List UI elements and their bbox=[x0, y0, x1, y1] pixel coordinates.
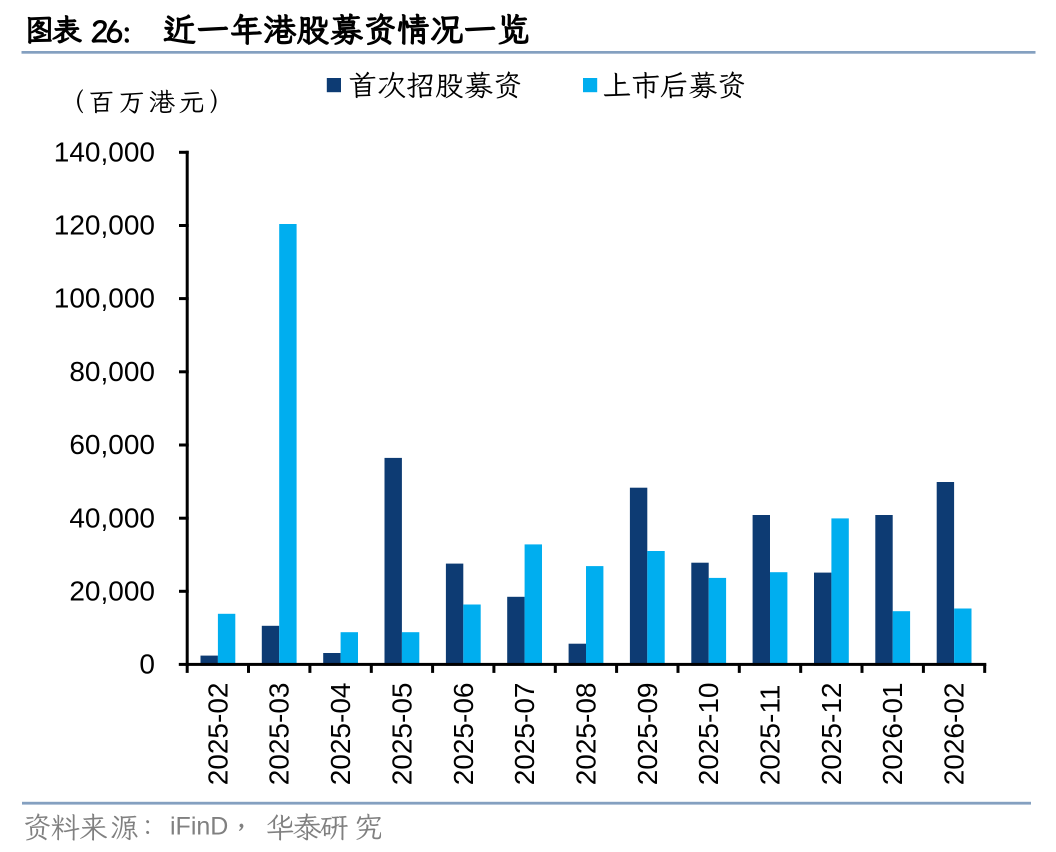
svg-text:140,000: 140,000 bbox=[54, 136, 155, 167]
svg-text:0: 0 bbox=[139, 649, 155, 680]
svg-text:2025-09: 2025-09 bbox=[632, 683, 663, 786]
svg-text:2025-07: 2025-07 bbox=[509, 683, 540, 786]
svg-text:2025-04: 2025-04 bbox=[325, 683, 356, 786]
svg-text:2025-02: 2025-02 bbox=[202, 683, 233, 786]
svg-text:2025-10: 2025-10 bbox=[693, 683, 724, 786]
svg-text:20,000: 20,000 bbox=[69, 575, 155, 606]
svg-text:80,000: 80,000 bbox=[69, 356, 155, 387]
svg-text:2026-02: 2026-02 bbox=[939, 683, 970, 786]
svg-text:iFinD: iFinD bbox=[170, 813, 228, 841]
svg-text:2026-01: 2026-01 bbox=[877, 683, 908, 786]
svg-text:2025-11: 2025-11 bbox=[755, 685, 786, 786]
svg-text:60,000: 60,000 bbox=[69, 429, 155, 460]
svg-text:40,000: 40,000 bbox=[69, 502, 155, 533]
svg-text:100,000: 100,000 bbox=[54, 283, 155, 314]
svg-text:2025-08: 2025-08 bbox=[571, 683, 602, 786]
svg-text:2025-12: 2025-12 bbox=[816, 683, 847, 786]
svg-text:2025-06: 2025-06 bbox=[448, 683, 479, 786]
svg-text:2025-03: 2025-03 bbox=[264, 683, 295, 786]
svg-text:2025-05: 2025-05 bbox=[386, 683, 417, 786]
svg-text:120,000: 120,000 bbox=[54, 210, 155, 241]
